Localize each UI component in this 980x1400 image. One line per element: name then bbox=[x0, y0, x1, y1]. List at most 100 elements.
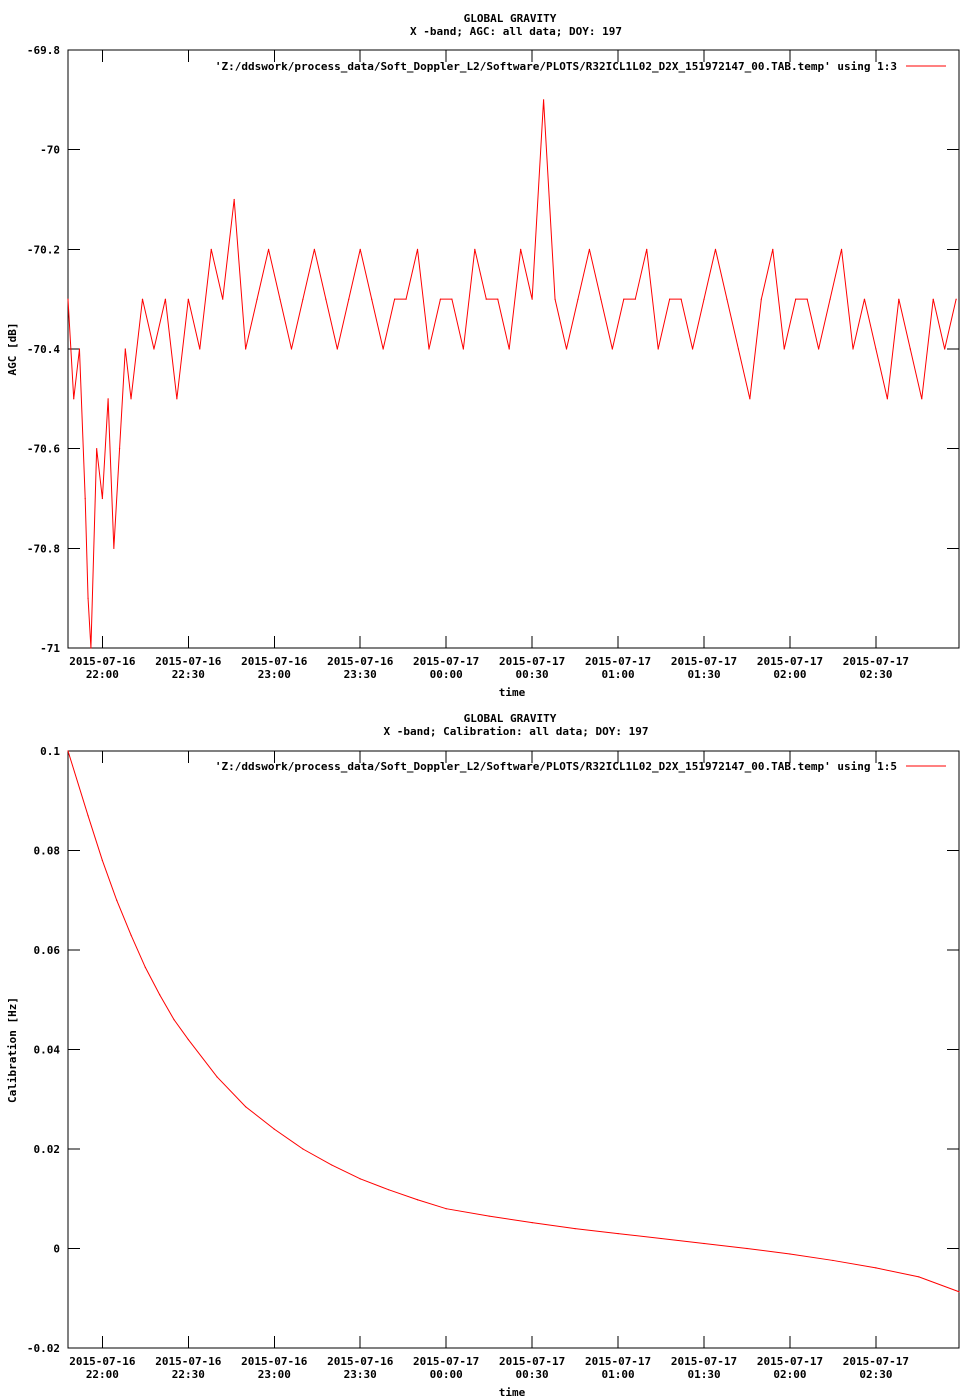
agc-data-point bbox=[611, 348, 613, 350]
agc-plot-frame bbox=[67, 49, 960, 649]
calibration-data-point bbox=[159, 994, 161, 996]
agc-data-point bbox=[623, 298, 625, 300]
agc-x-tick-label-time: 23:30 bbox=[344, 668, 377, 681]
agc-data-point bbox=[359, 248, 361, 250]
calibration-x-tick-label-date: 2015-07-17 bbox=[585, 1355, 651, 1368]
agc-data-point bbox=[497, 298, 499, 300]
calibration-legend-label: 'Z:/ddswork/process_data/Soft_Doppler_L2… bbox=[215, 760, 897, 773]
calibration-chart-subtitle: X -band; Calibration: all data; DOY: 197 bbox=[384, 725, 649, 738]
calibration-chart-title: GLOBAL GRAVITY bbox=[464, 712, 557, 725]
agc-data-point bbox=[520, 248, 522, 250]
calibration-data-point bbox=[359, 1178, 361, 1180]
agc-data-point bbox=[852, 348, 854, 350]
agc-data-point bbox=[588, 248, 591, 250]
calibration-data-point bbox=[116, 899, 118, 901]
agc-data-point bbox=[130, 398, 132, 400]
agc-data-point bbox=[290, 348, 293, 350]
agc-data-point bbox=[73, 398, 75, 400]
agc-x-tick-label-time: 22:30 bbox=[172, 668, 205, 681]
agc-data-point bbox=[101, 497, 103, 500]
calibration-data-point bbox=[958, 1291, 960, 1293]
calibration-data-point bbox=[617, 1232, 619, 1235]
agc-series-line bbox=[67, 99, 957, 649]
agc-data-point bbox=[428, 348, 430, 350]
agc-data-point bbox=[210, 248, 212, 250]
agc-data-point bbox=[898, 298, 900, 300]
agc-chart: GLOBAL GRAVITY X -band; AGC: all data; D… bbox=[6, 12, 960, 699]
agc-data-point bbox=[474, 248, 476, 250]
agc-data-point bbox=[680, 298, 682, 300]
calibration-data-point bbox=[574, 1228, 576, 1230]
agc-data-point bbox=[646, 248, 648, 250]
calibration-x-tick-label-time: 00:30 bbox=[516, 1368, 549, 1381]
calibration-y-tick-label: -0.02 bbox=[27, 1342, 60, 1355]
agc-data-point bbox=[795, 298, 797, 300]
calibration-x-tick-label-date: 2015-07-17 bbox=[843, 1355, 909, 1368]
agc-data-point bbox=[336, 348, 338, 350]
agc-data-point bbox=[256, 298, 258, 300]
calibration-legend: 'Z:/ddswork/process_data/Soft_Doppler_L2… bbox=[215, 760, 946, 773]
calibration-y-tick-label: 0.1 bbox=[40, 745, 60, 758]
agc-x-tick-label-date: 2015-07-16 bbox=[241, 655, 308, 668]
agc-x-axis-label: time bbox=[499, 686, 526, 699]
agc-data-point bbox=[886, 398, 888, 400]
calibration-chart: GLOBAL GRAVITY X -band; Calibration: all… bbox=[6, 712, 960, 1399]
calibration-data-point bbox=[832, 1259, 834, 1262]
agc-data-point bbox=[565, 348, 568, 350]
agc-x-tick-label-time: 02:30 bbox=[859, 668, 892, 681]
agc-x-tick-label-time: 00:00 bbox=[430, 668, 463, 681]
agc-x-tick-label-date: 2015-07-17 bbox=[843, 655, 909, 668]
agc-data-point bbox=[118, 448, 121, 450]
agc-x-tick-label-time: 01:30 bbox=[687, 668, 720, 681]
calibration-x-tick-label-date: 2015-07-17 bbox=[757, 1355, 823, 1368]
agc-data-point bbox=[313, 248, 315, 250]
agc-data-point bbox=[348, 298, 350, 300]
agc-data-point bbox=[726, 298, 728, 300]
agc-data-point bbox=[84, 497, 86, 500]
agc-data-point bbox=[153, 348, 155, 350]
agc-y-tick-label: -69.8 bbox=[27, 44, 60, 57]
calibration-y-tick-label: 0.04 bbox=[34, 1044, 61, 1057]
calibration-data-point bbox=[416, 1199, 419, 1201]
agc-y-ticks: -69.8 -70 -70.2 -70.4 -70.6 -70.8 -71 bbox=[27, 44, 959, 655]
calibration-y-axis-label: Calibration [Hz] bbox=[6, 997, 19, 1103]
agc-data-point bbox=[783, 348, 785, 350]
agc-data-point bbox=[921, 398, 923, 400]
calibration-series-line bbox=[67, 750, 960, 1293]
calibration-x-tick-label-time: 02:00 bbox=[773, 1368, 806, 1381]
agc-data-point bbox=[199, 348, 201, 350]
agc-data-point bbox=[187, 298, 189, 300]
agc-data-point bbox=[107, 398, 109, 400]
calibration-x-tick-label-date: 2015-07-16 bbox=[69, 1355, 136, 1368]
agc-data-point bbox=[222, 298, 224, 300]
agc-chart-subtitle: X -band; AGC: all data; DOY: 197 bbox=[410, 25, 622, 38]
calibration-data-point bbox=[531, 1222, 533, 1224]
agc-x-tick-label-date: 2015-07-16 bbox=[327, 655, 394, 668]
agc-legend: 'Z:/ddswork/process_data/Soft_Doppler_L2… bbox=[215, 60, 946, 73]
calibration-x-tick-label-time: 22:30 bbox=[172, 1368, 205, 1381]
calibration-data-point bbox=[302, 1148, 304, 1150]
agc-data-point bbox=[909, 348, 911, 350]
agc-data-point bbox=[772, 248, 774, 250]
calibration-x-tick-label-date: 2015-07-16 bbox=[155, 1355, 222, 1368]
calibration-data-point bbox=[388, 1189, 390, 1191]
calibration-data-point bbox=[789, 1253, 791, 1255]
agc-data-point bbox=[600, 298, 602, 300]
calibration-x-tick-label-time: 23:30 bbox=[344, 1368, 377, 1381]
calibration-data-point bbox=[101, 859, 103, 862]
calibration-data-point bbox=[245, 1106, 247, 1108]
agc-data-point bbox=[267, 248, 270, 250]
calibration-data-point bbox=[330, 1164, 333, 1166]
agc-x-tick-label-time: 22:00 bbox=[86, 668, 119, 681]
agc-data-point bbox=[176, 398, 178, 400]
agc-data-point bbox=[703, 298, 705, 300]
calibration-series bbox=[67, 750, 960, 1293]
calibration-data-point bbox=[488, 1215, 490, 1217]
agc-data-point bbox=[164, 298, 167, 300]
calibration-x-tick-label-date: 2015-07-17 bbox=[499, 1355, 565, 1368]
calibration-data-point bbox=[703, 1242, 705, 1245]
agc-x-tick-label-date: 2015-07-17 bbox=[499, 655, 565, 668]
calibration-data-point bbox=[187, 1038, 189, 1041]
calibration-data-point bbox=[216, 1076, 218, 1078]
